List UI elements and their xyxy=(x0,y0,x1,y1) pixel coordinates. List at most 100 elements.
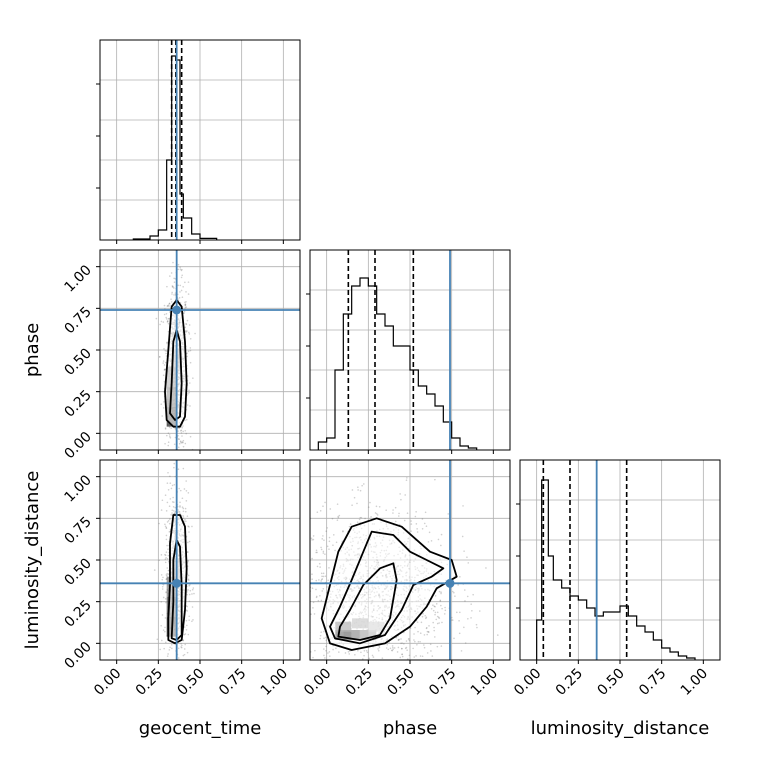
scatter-point xyxy=(173,294,175,296)
scatter-point xyxy=(163,401,165,403)
scatter-point xyxy=(358,518,361,521)
scatter-point xyxy=(189,435,192,438)
scatter-point xyxy=(360,651,362,654)
scatter-point xyxy=(353,496,356,499)
scatter-point xyxy=(185,609,188,611)
panel-diag-1 xyxy=(306,249,511,454)
scatter-point xyxy=(428,625,430,627)
scatter-point xyxy=(430,607,433,610)
scatter-point xyxy=(407,638,410,640)
scatter-point xyxy=(387,648,390,651)
scatter-point xyxy=(188,579,190,582)
scatter-point xyxy=(323,539,325,541)
scatter-point xyxy=(185,306,188,308)
scatter-point xyxy=(288,569,290,571)
scatter-point xyxy=(185,432,188,435)
scatter-point xyxy=(307,581,309,583)
scatter-point xyxy=(326,545,329,548)
scatter-point xyxy=(454,595,456,597)
scatter-point xyxy=(166,452,168,454)
scatter-point xyxy=(406,512,409,515)
panel-r1-c0: 0.00 0.25 0.50 0.75 1.00 xyxy=(61,249,301,475)
scatter-point xyxy=(321,538,324,540)
scatter-point xyxy=(434,611,437,614)
scatter-point xyxy=(165,352,167,355)
scatter-point xyxy=(382,698,384,700)
scatter-point xyxy=(164,553,166,556)
scatter-point xyxy=(188,619,190,621)
scatter-point xyxy=(322,550,325,553)
scatter-point xyxy=(440,592,442,595)
scatter-point xyxy=(153,569,156,571)
scatter-point xyxy=(166,304,169,307)
scatter-point xyxy=(341,675,343,677)
scatter-point xyxy=(327,662,329,664)
scatter-point xyxy=(183,312,185,314)
scatter-point xyxy=(320,578,323,581)
scatter-point xyxy=(327,690,329,692)
scatter-point xyxy=(394,669,396,671)
x-tick-label: 0.00 xyxy=(91,666,124,699)
scatter-point xyxy=(161,588,164,590)
scatter-point xyxy=(164,428,167,430)
scatter-point xyxy=(293,597,295,599)
scatter-point xyxy=(375,505,378,508)
scatter-point xyxy=(289,563,291,565)
scatter-point xyxy=(173,462,176,465)
scatter-point xyxy=(184,303,186,306)
scatter-point xyxy=(161,499,164,502)
scatter-point xyxy=(344,652,347,654)
scatter-point xyxy=(320,548,323,551)
scatter-point xyxy=(160,639,163,642)
scatter-point xyxy=(470,603,472,605)
scatter-point xyxy=(303,588,305,590)
scatter-point xyxy=(419,640,421,643)
scatter-point xyxy=(397,638,400,641)
scatter-point xyxy=(177,434,179,437)
scatter-point xyxy=(177,675,179,677)
scatter-point xyxy=(379,720,381,722)
scatter-point xyxy=(410,530,412,532)
scatter-point xyxy=(320,546,322,549)
scatter-point xyxy=(170,298,172,301)
scatter-point xyxy=(328,548,330,550)
scatter-point xyxy=(173,501,175,503)
scatter-point xyxy=(475,623,478,626)
scatter-point xyxy=(189,473,191,475)
scatter-point xyxy=(377,649,380,652)
scatter-point xyxy=(273,599,275,601)
scatter-point xyxy=(162,576,164,579)
scatter-point xyxy=(182,467,185,470)
scatter-point xyxy=(303,600,305,602)
scatter-point xyxy=(178,438,180,440)
scatter-point xyxy=(286,579,288,581)
scatter-point xyxy=(366,661,368,663)
scatter-point xyxy=(171,512,173,514)
scatter-point xyxy=(463,589,466,591)
scatter-point xyxy=(392,512,394,514)
scatter-point xyxy=(325,530,328,533)
scatter-point xyxy=(324,501,326,504)
scatter-point xyxy=(312,535,315,537)
scatter-point xyxy=(166,342,169,345)
scatter-point xyxy=(188,584,190,587)
scatter-point xyxy=(349,523,352,525)
scatter-point xyxy=(410,523,413,525)
scatter-point xyxy=(169,666,171,668)
y-tick-label: 0.75 xyxy=(61,514,94,547)
scatter-point xyxy=(180,442,183,444)
scatter-point xyxy=(396,651,399,653)
scatter-point xyxy=(189,347,192,349)
y-tick-label: 0.50 xyxy=(61,346,94,379)
x-tick-label: 0.75 xyxy=(636,666,669,699)
scatter-point xyxy=(405,479,408,481)
scatter-point xyxy=(184,419,186,422)
scatter-point xyxy=(392,646,394,649)
scatter-point xyxy=(177,669,179,671)
scatter-point xyxy=(183,633,186,636)
scatter-point xyxy=(439,599,442,602)
scatter-point xyxy=(376,514,379,516)
scatter-point xyxy=(301,631,303,633)
truth-marker xyxy=(172,305,182,315)
scatter-point xyxy=(365,649,368,652)
